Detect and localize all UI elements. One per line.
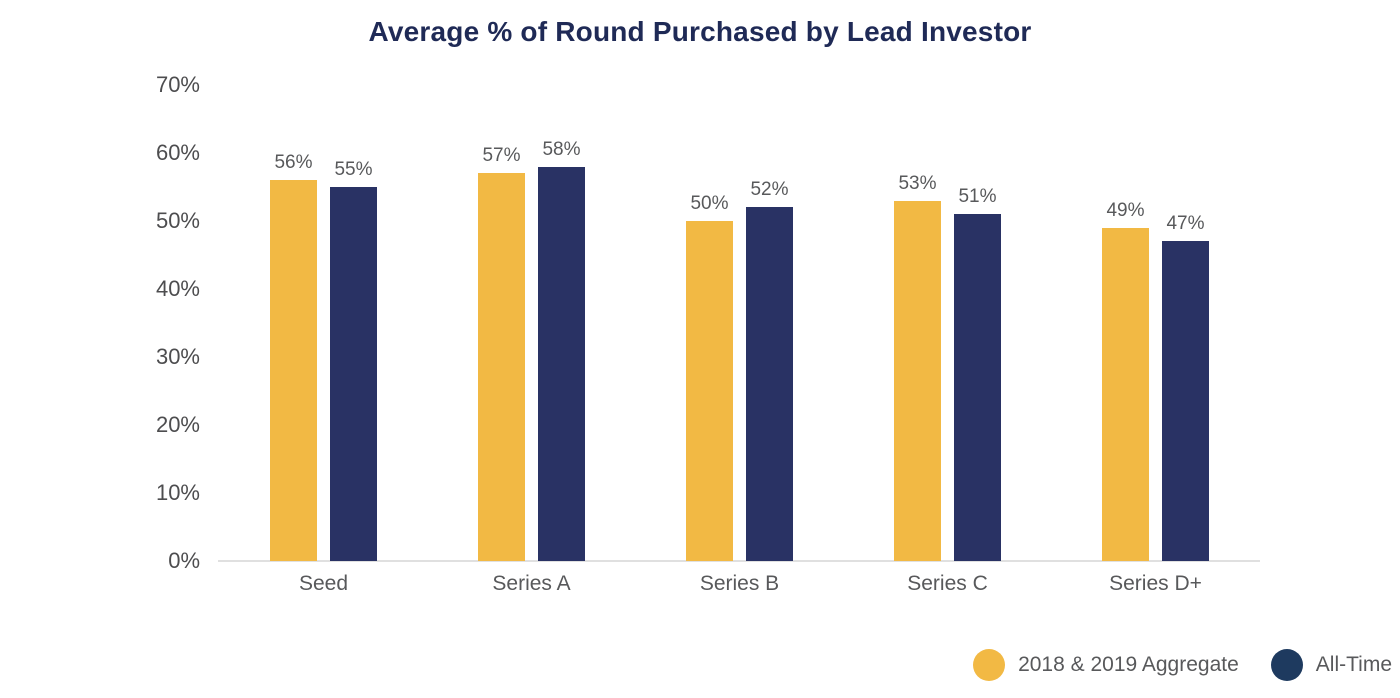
x-axis-category-label: Series C (907, 572, 988, 595)
x-axis-category-label: Series D+ (1109, 572, 1202, 595)
y-axis-tick-label: 0% (168, 548, 200, 573)
bar-alltime-seed (330, 187, 377, 561)
bar-alltime-series-a (538, 166, 585, 561)
legend-dot-icon (1270, 649, 1303, 681)
y-axis-tick-label: 60% (155, 140, 200, 165)
bar-alltime-series-d- (1162, 241, 1209, 561)
bar-value-label: 58% (542, 138, 581, 160)
bar-value-label: 57% (482, 145, 521, 167)
bar-value-label: 56% (274, 152, 313, 174)
bar-value-label: 51% (958, 186, 997, 208)
x-axis-line (218, 560, 1260, 562)
bar-value-label: 53% (898, 172, 937, 194)
legend-label: All-Time (1315, 653, 1392, 676)
y-axis-tick-label: 30% (155, 344, 200, 369)
bar-aggregate-series-c (894, 200, 941, 561)
y-axis-tick-label: 70% (155, 72, 200, 97)
legend: 2018 & 2019 Aggregate All-Time (973, 649, 1392, 681)
legend-item: 2018 & 2019 Aggregate (973, 649, 1239, 681)
chart-title: Average % of Round Purchased by Lead Inv… (368, 16, 1032, 47)
bar-aggregate-seed (270, 180, 317, 561)
bar-value-label: 52% (750, 179, 789, 201)
y-axis-tick-label: 50% (155, 208, 200, 233)
bar-value-label: 49% (1106, 199, 1145, 221)
x-axis-category-label: Series A (492, 572, 571, 595)
bar-value-label: 50% (690, 193, 729, 214)
bar-aggregate-series-b (686, 221, 733, 561)
y-axis-tick-label: 40% (155, 276, 200, 301)
x-axis-category-label: Series B (699, 572, 780, 595)
legend-label: 2018 & 2019 Aggregate (1018, 653, 1239, 676)
legend-dot-icon (973, 649, 1006, 681)
bar-alltime-series-b (746, 207, 793, 561)
y-axis-tick-label: 20% (155, 412, 200, 437)
legend-item: All-Time (1270, 649, 1392, 681)
bar-value-label: 55% (334, 159, 373, 180)
bar-aggregate-series-a (478, 173, 525, 561)
x-axis-category-label: Seed (298, 572, 349, 595)
bar-alltime-series-c (954, 214, 1001, 561)
y-axis-tick-label: 10% (155, 480, 200, 505)
bar-aggregate-series-d- (1102, 227, 1149, 561)
bar-value-label: 47% (1166, 213, 1205, 235)
